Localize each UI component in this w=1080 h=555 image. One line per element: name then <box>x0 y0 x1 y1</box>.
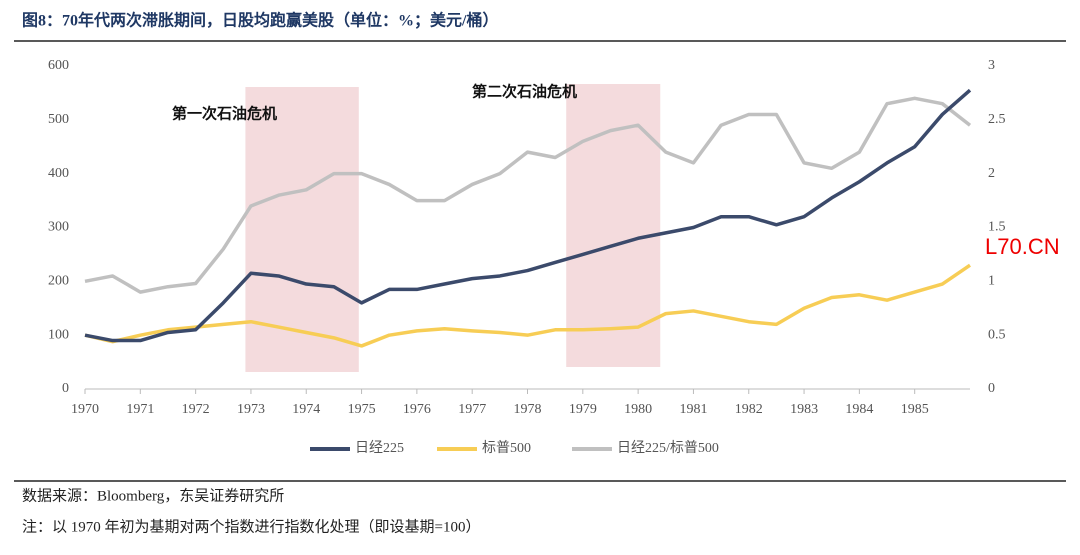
x-tick-label: 1974 <box>292 402 320 417</box>
x-tick-label: 1982 <box>735 402 763 417</box>
y-tick-label: 0 <box>62 381 69 396</box>
y-tick-label: 100 <box>48 327 69 342</box>
legend-label: 标普500 <box>482 440 531 456</box>
y-tick-label: 300 <box>48 220 69 235</box>
annotation: 第二次石油危机 <box>472 82 577 100</box>
x-tick-label: 1973 <box>237 402 265 417</box>
y2-tick-label: 2 <box>988 166 995 181</box>
y-tick-label: 600 <box>48 58 69 73</box>
y2-tick-label: 2.5 <box>988 112 1006 127</box>
series-line <box>84 88 972 343</box>
x-tick-label: 1979 <box>569 402 597 417</box>
x-tick-label: 1970 <box>71 402 99 417</box>
x-tick-label: 1978 <box>514 402 542 417</box>
series-line <box>84 96 972 294</box>
x-tick-label: 1976 <box>403 402 431 417</box>
chart-title: 图8：70年代两次滞胀期间，日股均跑赢美股（单位：%；美元/桶） <box>22 11 498 30</box>
y2-tick-label: 0.5 <box>988 327 1006 342</box>
y2-tick-label: 3 <box>988 58 995 73</box>
x-tick-label: 1975 <box>348 402 376 417</box>
x-tick-label: 1983 <box>790 402 818 417</box>
watermark: L70.CN <box>985 234 1060 259</box>
x-tick-label: 1984 <box>845 402 873 417</box>
y-tick-label: 400 <box>48 166 69 181</box>
note: 注：以 1970 年初为基期对两个指数进行指数化处理（即设基期=100） <box>22 518 480 535</box>
y-tick-label: 500 <box>48 112 69 127</box>
x-tick-label: 1977 <box>458 402 486 417</box>
y2-tick-label: 1 <box>988 274 995 289</box>
series-line <box>84 263 971 348</box>
x-tick-label: 1981 <box>679 402 707 417</box>
shaded-period <box>245 87 359 372</box>
legend-label: 日经225 <box>355 440 404 456</box>
x-tick-label: 1971 <box>126 402 154 417</box>
y2-tick-label: 1.5 <box>988 220 1006 235</box>
x-tick-label: 1985 <box>901 402 929 417</box>
y-tick-label: 200 <box>48 274 69 289</box>
annotation: 第一次石油危机 <box>172 104 277 122</box>
x-tick-label: 1980 <box>624 402 652 417</box>
legend-label: 日经225/标普500 <box>617 440 719 456</box>
source: 数据来源：Bloomberg，东吴证券研究所 <box>22 487 284 504</box>
y2-tick-label: 0 <box>988 381 995 396</box>
x-tick-label: 1972 <box>182 402 210 417</box>
